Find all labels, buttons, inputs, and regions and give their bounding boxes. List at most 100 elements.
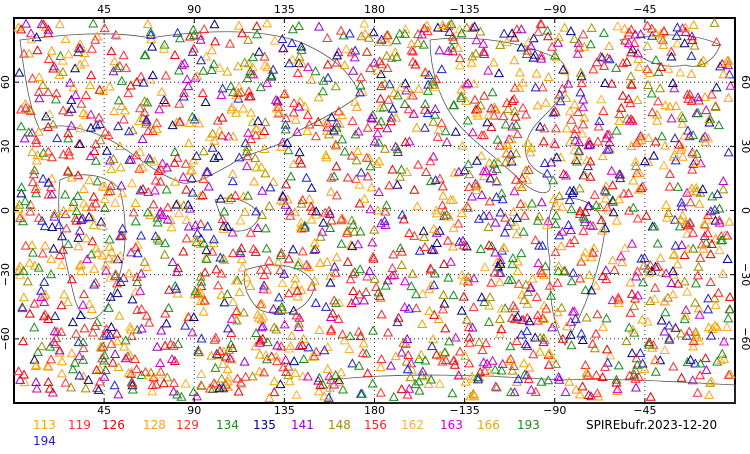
observation-triangle xyxy=(255,81,266,92)
observation-triangle xyxy=(531,291,542,301)
observation-triangle xyxy=(57,244,68,254)
observation-triangle xyxy=(506,154,517,164)
observation-triangle xyxy=(437,181,448,191)
observation-triangle xyxy=(497,194,508,204)
observation-triangle xyxy=(420,67,431,77)
observation-triangle xyxy=(659,296,670,306)
observation-triangle xyxy=(111,278,123,288)
observation-triangle xyxy=(539,123,550,133)
observation-triangle xyxy=(170,176,181,186)
observation-triangle xyxy=(90,320,101,330)
observation-triangle xyxy=(686,50,697,60)
observation-triangle xyxy=(401,85,412,95)
observation-triangle xyxy=(467,127,478,137)
observation-triangle xyxy=(314,324,325,334)
observation-triangle xyxy=(445,256,456,266)
observation-triangle xyxy=(557,333,568,343)
observation-triangle xyxy=(526,384,537,394)
observation-triangle xyxy=(85,122,96,132)
observation-triangle xyxy=(578,94,589,104)
observation-triangle xyxy=(553,265,564,275)
observation-triangle xyxy=(686,68,697,78)
observation-triangle xyxy=(211,348,222,358)
observation-triangle xyxy=(627,324,639,334)
observation-triangle xyxy=(713,120,724,130)
observation-triangle xyxy=(557,226,568,236)
observation-triangle xyxy=(709,204,720,214)
observation-triangle xyxy=(188,155,199,165)
observation-triangle xyxy=(196,380,207,390)
observation-triangle xyxy=(674,221,685,231)
observation-triangle xyxy=(130,197,141,208)
observation-triangle xyxy=(717,348,728,358)
observation-triangle xyxy=(664,320,675,330)
observation-triangle xyxy=(721,57,732,67)
observation-triangle xyxy=(519,201,530,211)
observation-triangle xyxy=(593,391,604,401)
observation-triangle xyxy=(187,327,198,337)
observation-triangle xyxy=(111,30,122,40)
observation-triangle xyxy=(49,326,60,336)
observation-triangle xyxy=(73,170,84,180)
observation-triangle xyxy=(202,166,213,176)
observation-triangle xyxy=(392,317,403,327)
observation-triangle xyxy=(66,172,77,182)
observation-triangle xyxy=(692,387,703,397)
observation-triangle xyxy=(606,78,617,88)
observation-triangle xyxy=(491,176,502,186)
observation-triangle xyxy=(417,366,428,376)
observation-triangle xyxy=(644,267,655,277)
observation-triangle xyxy=(443,45,454,55)
observation-triangle xyxy=(670,240,681,250)
observation-triangle xyxy=(428,244,439,255)
observation-triangle xyxy=(62,166,74,176)
legend-entry-126: 126 xyxy=(102,418,125,432)
observation-triangle xyxy=(104,155,116,165)
observation-triangle xyxy=(438,190,449,200)
observation-triangle xyxy=(209,19,220,29)
observation-triangle xyxy=(326,172,337,182)
observation-triangle xyxy=(613,294,624,304)
observation-triangle xyxy=(208,58,219,69)
observation-triangle xyxy=(247,371,258,381)
observation-triangle xyxy=(580,359,591,370)
observation-triangle xyxy=(404,227,415,237)
observation-triangle xyxy=(135,285,146,295)
observation-triangle xyxy=(147,41,158,51)
observation-triangle xyxy=(462,115,473,125)
observation-triangle xyxy=(479,296,490,307)
observation-triangle xyxy=(648,150,659,160)
observation-triangle xyxy=(454,236,465,246)
observation-triangle xyxy=(575,206,586,216)
observation-triangle xyxy=(495,267,506,277)
observation-triangle xyxy=(680,304,692,314)
observation-triangle xyxy=(672,278,684,288)
observation-triangle xyxy=(509,55,520,65)
observation-triangle xyxy=(399,98,410,109)
observation-triangle xyxy=(116,75,127,85)
observation-triangle xyxy=(366,182,377,192)
observation-triangle xyxy=(473,213,485,223)
observation-triangle xyxy=(710,300,721,310)
observation-triangle xyxy=(111,328,122,338)
observation-triangle xyxy=(78,107,89,118)
observation-triangle xyxy=(406,38,417,49)
observation-triangle xyxy=(226,102,238,112)
observation-triangle xyxy=(514,179,525,189)
observation-triangle xyxy=(670,322,681,332)
observation-triangle xyxy=(128,207,139,217)
observation-triangle xyxy=(160,340,171,350)
observation-triangle xyxy=(388,391,399,401)
observation-triangle xyxy=(14,261,26,271)
observation-triangle xyxy=(507,253,518,263)
observation-triangle xyxy=(192,70,203,80)
observation-triangle xyxy=(354,179,365,189)
observation-triangle xyxy=(60,34,71,44)
observation-triangle xyxy=(178,87,190,97)
observation-triangle xyxy=(467,322,478,332)
observation-triangle xyxy=(512,311,523,321)
observation-triangle xyxy=(385,116,397,126)
observation-triangle xyxy=(105,180,116,191)
observation-triangle xyxy=(58,205,69,215)
observation-triangle xyxy=(479,90,490,100)
